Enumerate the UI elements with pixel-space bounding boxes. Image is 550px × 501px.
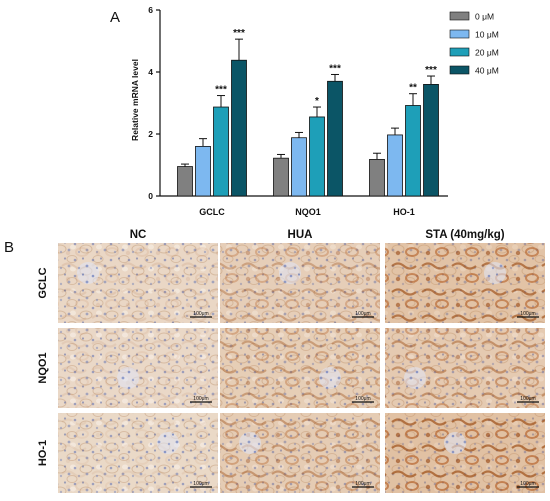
micrograph-column-label: NC — [130, 229, 147, 241]
y-tick-label: 0 — [148, 191, 153, 201]
legend-swatch — [449, 11, 470, 21]
significance-label: *** — [329, 63, 341, 74]
x-tick-label: GCLC — [199, 207, 225, 217]
bar — [213, 106, 229, 197]
micrograph-row-label: NQO1 — [37, 352, 49, 383]
micrograph-image: 100μm — [385, 328, 545, 408]
micrograph-image: 100μm — [385, 243, 545, 323]
micrograph-image: 100μm — [220, 413, 380, 493]
scale-bar-label: 100μm — [355, 396, 370, 402]
significance-label: *** — [215, 85, 227, 96]
x-tick-label: HO-1 — [393, 207, 415, 217]
micrograph-column-label: STA (40mg/kg) — [425, 229, 504, 241]
scale-bar-label: 100μm — [355, 481, 370, 487]
scale-bar-label: 100μm — [520, 481, 535, 487]
y-tick-label: 6 — [148, 5, 153, 15]
legend-label: 40 μM — [475, 66, 499, 76]
bar — [387, 134, 403, 197]
bar — [195, 145, 211, 197]
chart-legend: 0 μM 10 μM 20 μM 40 μM — [449, 11, 499, 76]
bar — [423, 84, 439, 197]
micrograph-image: 100μm — [58, 243, 218, 323]
panel-a-label: A — [110, 9, 120, 26]
legend-label: 20 μM — [475, 48, 499, 58]
scale-bar-label: 100μm — [355, 311, 370, 317]
micrograph-image: 100μm — [385, 413, 545, 493]
scale-bar-label: 100μm — [520, 311, 535, 317]
bar — [177, 166, 193, 197]
legend-label: 10 μM — [475, 30, 499, 40]
y-tick-label: 4 — [148, 67, 153, 77]
micrograph-grid: NC HUA STA (40mg/kg) GCLC 100μm 100μm 100μm NQO… — [37, 229, 545, 493]
scale-bar-label: 100μm — [193, 311, 208, 317]
micrograph-column-label: HUA — [288, 229, 313, 241]
y-tick-label: 2 — [148, 129, 153, 139]
y-axis-label: Relative mRNA level — [130, 59, 140, 141]
micrograph-row-label: GCLC — [37, 267, 49, 298]
legend-swatch — [449, 65, 470, 75]
legend-swatch — [449, 29, 470, 39]
scale-bar-label: 100μm — [520, 396, 535, 402]
x-tick-label: NQO1 — [295, 207, 321, 217]
scale-bar-label: 100μm — [193, 481, 208, 487]
bar — [327, 80, 343, 197]
significance-label: *** — [425, 65, 437, 76]
micrograph-image: 100μm — [220, 328, 380, 408]
legend-swatch — [449, 47, 470, 57]
panel-b-label: B — [4, 239, 14, 256]
micrograph-image: 100μm — [58, 328, 218, 408]
micrograph-image: 100μm — [220, 243, 380, 323]
micrograph-row-label: HO-1 — [37, 440, 49, 466]
bar — [291, 137, 307, 197]
bar — [309, 116, 325, 197]
scale-bar-label: 100μm — [193, 396, 208, 402]
micrograph-image: 100μm — [58, 413, 218, 493]
bar — [273, 157, 289, 197]
significance-label: * — [315, 96, 319, 107]
significance-label: *** — [233, 28, 245, 39]
bar — [231, 59, 247, 197]
bar — [405, 105, 421, 197]
legend-label: 0 μM — [475, 12, 494, 22]
chart-bars: *************** — [177, 28, 439, 197]
bar — [369, 159, 385, 197]
significance-label: ** — [409, 83, 417, 94]
